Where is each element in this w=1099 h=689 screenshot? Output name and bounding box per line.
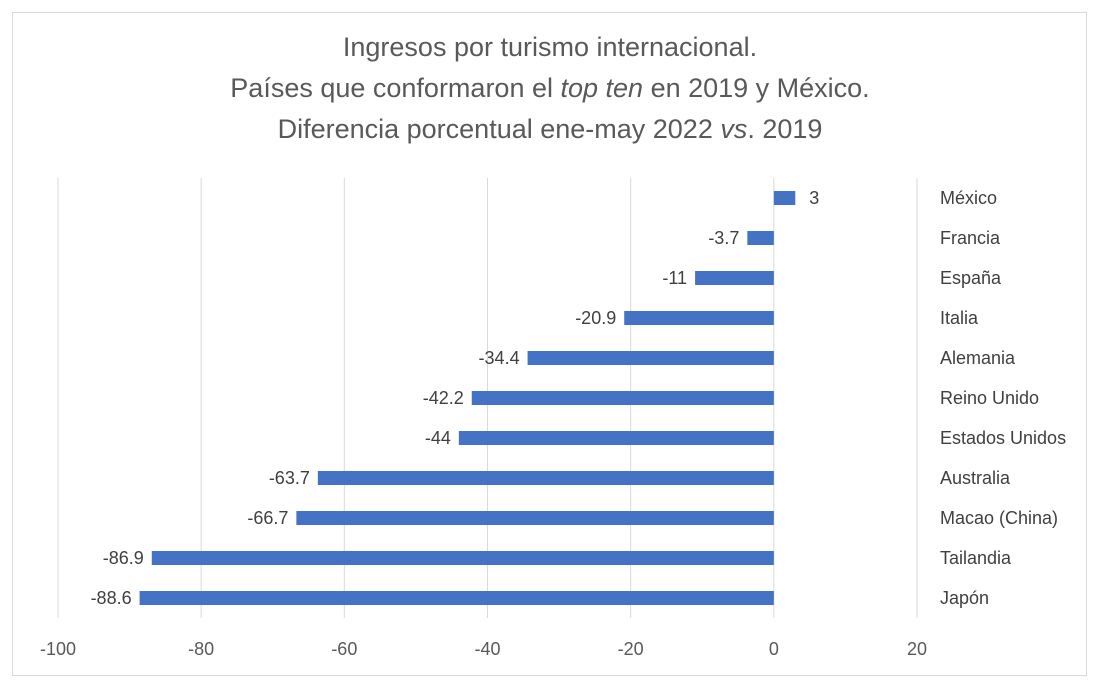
chart-title-line-2: Países que conformaron el top ten en 201… [230, 73, 869, 103]
bar-reino-unido [471, 391, 774, 405]
data-label: 3 [809, 188, 819, 208]
category-label: Estados Unidos [940, 428, 1066, 448]
category-label: España [940, 268, 1002, 288]
category-label: Italia [940, 308, 979, 328]
x-tick-label: -80 [188, 639, 214, 659]
x-tick-label: -100 [40, 639, 76, 659]
data-label: -63.7 [269, 468, 310, 488]
category-label: Francia [940, 228, 1001, 248]
data-label: -66.7 [247, 508, 288, 528]
data-label: -3.7 [708, 228, 739, 248]
bar-macao-china- [296, 511, 774, 525]
chart-title-line-3: Diferencia porcentual ene-may 2022 vs. 2… [278, 114, 823, 144]
x-tick-label: 0 [769, 639, 779, 659]
data-label: -34.4 [479, 348, 520, 368]
category-label: México [940, 188, 997, 208]
bar-jap-n [139, 591, 774, 605]
x-tick-label: -20 [618, 639, 644, 659]
data-label: -42.2 [423, 388, 464, 408]
bar-espa-a [695, 271, 774, 285]
bar-italia [624, 311, 774, 325]
data-label: -11 [662, 268, 687, 288]
data-label: -86.9 [103, 548, 144, 568]
data-label: -44 [425, 428, 451, 448]
category-label: Australia [940, 468, 1011, 488]
chart-frame [12, 12, 1087, 676]
bar-australia [317, 471, 774, 485]
chart-title-line-1: Ingresos por turismo internacional. [343, 32, 757, 62]
x-tick-label: 20 [907, 639, 927, 659]
category-label: Reino Unido [940, 388, 1039, 408]
category-label: Alemania [940, 348, 1016, 368]
data-label: -20.9 [575, 308, 616, 328]
bar-tailandia [151, 551, 774, 565]
x-tick-label: -60 [331, 639, 357, 659]
bar-m-xico [773, 191, 796, 205]
bar-estados-unidos [458, 431, 774, 445]
category-label: Macao (China) [940, 508, 1058, 528]
data-label: -88.6 [91, 588, 132, 608]
category-label: Tailandia [940, 548, 1012, 568]
x-tick-label: -40 [474, 639, 500, 659]
bar-francia [747, 231, 774, 245]
bar-alemania [527, 351, 774, 365]
category-label: Japón [940, 588, 989, 608]
